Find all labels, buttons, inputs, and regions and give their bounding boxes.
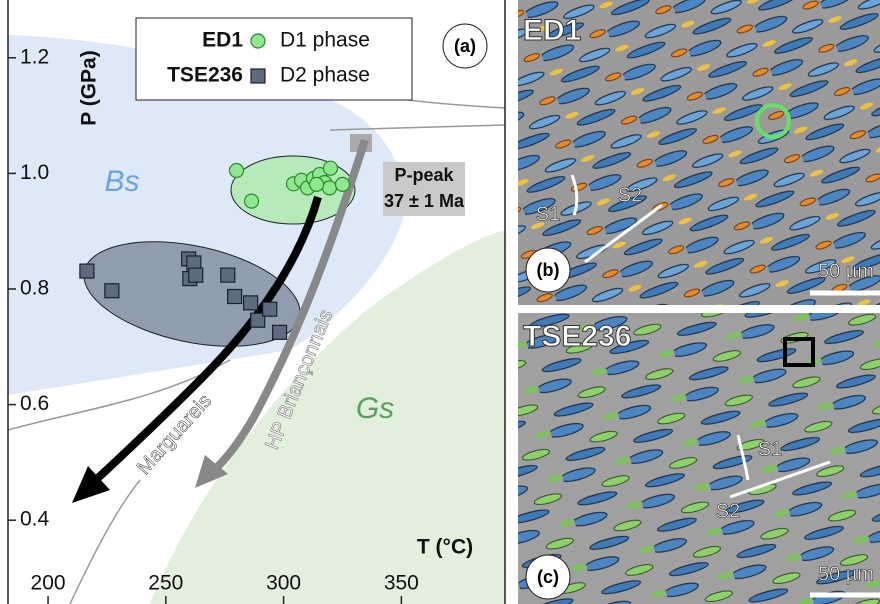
data-point bbox=[226, 288, 243, 305]
data-point bbox=[334, 176, 351, 192]
data-point bbox=[228, 162, 245, 179]
data-point bbox=[322, 160, 339, 176]
foliation-label: S1 bbox=[536, 203, 560, 225]
y-tick-label: 1.0 bbox=[20, 161, 49, 184]
legend-sample: TSE236 bbox=[167, 64, 243, 87]
path-arrow bbox=[209, 138, 369, 476]
panel-label: (c) bbox=[537, 567, 559, 587]
x-tick-label: 200 bbox=[31, 572, 66, 595]
x-tick-label: 350 bbox=[384, 572, 419, 595]
path-arrow bbox=[95, 195, 322, 481]
foliation-label: S2 bbox=[618, 184, 642, 206]
peak-age: 37 ± 1 Ma bbox=[384, 191, 465, 211]
foliation-label: S1 bbox=[758, 438, 782, 460]
peak-label: P-peak bbox=[394, 165, 454, 185]
panel-badge bbox=[442, 23, 488, 69]
location-marker bbox=[783, 337, 815, 367]
legend-label: D1 phase bbox=[280, 29, 370, 52]
data-point bbox=[220, 267, 236, 283]
foliation-trace bbox=[584, 203, 663, 264]
foliation-label: S2 bbox=[716, 500, 740, 522]
legend-label: D2 phase bbox=[280, 64, 370, 87]
scale-label: 50 µm bbox=[818, 563, 874, 585]
data-point bbox=[243, 193, 260, 209]
legend-sample: ED1 bbox=[202, 29, 243, 52]
arrow-head bbox=[72, 466, 110, 503]
foliation-trace bbox=[736, 434, 750, 481]
data-point bbox=[79, 263, 95, 279]
legend bbox=[135, 17, 413, 101]
micrograph-c: 50 µm TSE236 S1 S2 (c) bbox=[518, 313, 880, 604]
data-point bbox=[271, 324, 288, 340]
y-tick-label: 0.8 bbox=[20, 277, 49, 300]
sample-label: ED1 bbox=[523, 14, 581, 47]
foliation-trace bbox=[570, 174, 579, 216]
data-point bbox=[262, 301, 278, 317]
micrograph bbox=[518, 313, 880, 604]
data-point bbox=[321, 180, 338, 196]
x-tick-label: 300 bbox=[266, 572, 301, 595]
panel-label: (a) bbox=[454, 36, 476, 56]
boundary bbox=[329, 124, 505, 131]
data-point bbox=[104, 283, 120, 299]
data-point bbox=[188, 267, 204, 283]
y-tick-label: 0.4 bbox=[20, 508, 50, 531]
boundary bbox=[69, 479, 141, 604]
data-point bbox=[250, 312, 266, 328]
foliation-trace bbox=[729, 460, 831, 499]
panel-label: (b) bbox=[537, 260, 560, 280]
y-tick-label: 0.6 bbox=[20, 392, 49, 415]
x-tick-label: 250 bbox=[148, 572, 183, 595]
facies-label: Gs bbox=[356, 392, 394, 425]
plot-background bbox=[8, 35, 505, 604]
legend-marker bbox=[250, 68, 266, 84]
legend-marker bbox=[250, 33, 266, 49]
scale-label: 50 µm bbox=[818, 260, 874, 282]
panel-badge bbox=[525, 554, 571, 600]
x-axis-label: T (°C) bbox=[417, 536, 473, 559]
y-tick-label: 1.2 bbox=[20, 45, 49, 68]
micrograph-b: 50 µm ED1 S1 S2 (b) bbox=[518, 0, 880, 305]
micrograph bbox=[518, 0, 880, 305]
panel-badge bbox=[525, 247, 571, 293]
facies-label: Bs bbox=[104, 165, 139, 198]
arrow-head bbox=[195, 455, 228, 488]
peak-box bbox=[383, 162, 465, 216]
location-marker bbox=[755, 103, 791, 139]
sample-label: TSE236 bbox=[523, 320, 631, 353]
data-point bbox=[308, 176, 325, 192]
y-axis-label: P (GPa) bbox=[78, 50, 101, 125]
data-point bbox=[243, 295, 259, 311]
greenschist-field bbox=[150, 230, 505, 604]
